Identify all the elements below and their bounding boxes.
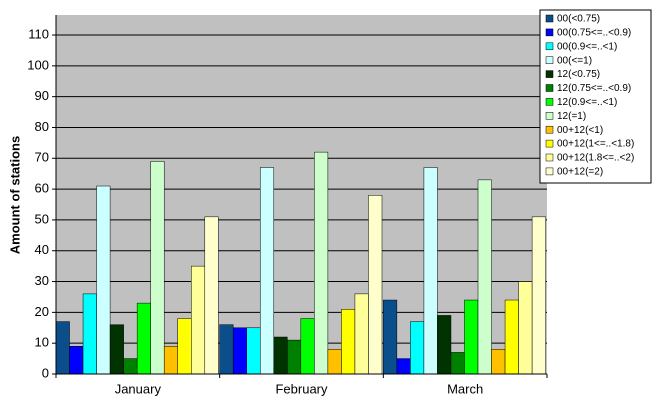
bar (423, 167, 438, 375)
legend-swatch (545, 84, 554, 92)
bar (354, 293, 369, 375)
legend-swatch (545, 167, 554, 176)
legend-label: 12(0.75<=..<0.9) (557, 83, 631, 94)
legend-swatch (545, 70, 554, 78)
legend-label: 00+12(<1) (557, 125, 603, 136)
legend-label: 12(=1) (557, 111, 586, 122)
legend-label: 00+12(1.8<=..<2) (557, 153, 634, 164)
bar (123, 358, 138, 375)
bar (300, 318, 315, 375)
legend-label: 00(0.9<=..<1) (557, 41, 617, 52)
bar (69, 346, 84, 375)
legend-label: 00+12(=2) (557, 167, 603, 178)
bar (259, 167, 275, 375)
legend-swatch (545, 125, 554, 134)
bar (450, 352, 465, 375)
bar (383, 299, 398, 375)
bar (341, 309, 356, 375)
bar (410, 321, 425, 375)
bar (396, 358, 411, 375)
bar (246, 327, 261, 375)
legend-swatch (545, 139, 554, 148)
legend-swatch (545, 28, 554, 37)
bar (464, 299, 479, 375)
legend-label: 00+12(1<=..<1.8) (557, 139, 634, 150)
bar (55, 321, 70, 375)
bar (518, 281, 533, 375)
y-tick-label: 60 (35, 181, 49, 196)
x-tick-label: January (115, 381, 162, 396)
bar (219, 324, 234, 375)
bar (314, 151, 329, 375)
legend-label: 00(<=1) (557, 55, 592, 66)
y-tick-label: 0 (42, 365, 49, 380)
bar (327, 349, 342, 375)
bar (368, 195, 383, 375)
legend-label: 12(0.9<=..<1) (557, 97, 617, 108)
bar (177, 318, 192, 375)
y-tick-label: 10 (35, 335, 49, 350)
bar (191, 265, 206, 375)
bar (82, 293, 97, 375)
y-tick-label: 20 (35, 304, 49, 319)
legend-label: 12(<0.75) (557, 69, 600, 80)
legend-swatch (545, 98, 554, 106)
y-tick-label: 100 (27, 57, 49, 72)
bar (96, 185, 111, 375)
legend-swatch (545, 153, 554, 162)
legend-box (539, 9, 652, 184)
y-axis-label: Amount of stations (7, 136, 22, 254)
bar (287, 339, 302, 375)
bar (504, 299, 519, 375)
y-tick-label: 90 (35, 88, 49, 103)
bar (204, 216, 219, 375)
y-tick-label: 50 (35, 211, 49, 226)
legend-swatch (545, 42, 554, 51)
y-tick-label: 40 (35, 242, 49, 257)
y-tick-label: 80 (35, 119, 49, 134)
y-tick-label: 30 (35, 273, 49, 288)
bar (136, 302, 151, 375)
y-tick-label: 70 (35, 150, 49, 165)
legend-swatch (545, 56, 554, 64)
x-tick-label: February (275, 381, 328, 396)
y-tick-label: 110 (28, 26, 49, 41)
bar (477, 179, 492, 375)
legend-swatch (545, 14, 554, 23)
legend-label: 00(<0.75) (557, 14, 600, 25)
bar (109, 324, 124, 375)
bar (531, 216, 546, 375)
legend-swatch (545, 112, 554, 120)
bar (163, 346, 178, 375)
x-tick-label: March (447, 381, 483, 396)
bar (437, 315, 452, 375)
bar (273, 336, 288, 375)
bar (491, 349, 506, 375)
bar (232, 327, 247, 375)
bar (150, 161, 165, 375)
legend-label: 00(0.75<=..<0.9) (557, 28, 631, 39)
